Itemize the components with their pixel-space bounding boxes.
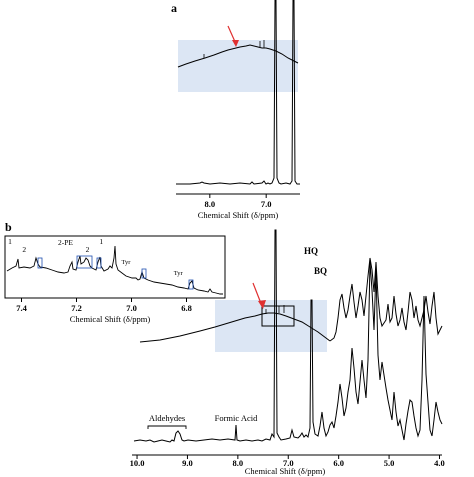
annotation-bq: BQ bbox=[314, 266, 327, 276]
inset-peak-label: 1 bbox=[8, 237, 12, 246]
inset-peak-box bbox=[37, 257, 43, 269]
panel-a-x-tick-label: 8.0 bbox=[205, 199, 216, 209]
annotation-hq: HQ bbox=[304, 246, 318, 256]
aldehydes-bracket bbox=[147, 425, 187, 429]
panel-a-arrow-head bbox=[232, 40, 239, 47]
panel-a-baseline-curve bbox=[177, 44, 299, 68]
inset-peak-markers bbox=[37, 255, 194, 290]
panel-b-x-tick-label: 8.0 bbox=[233, 458, 244, 468]
panel-b-x-tick-label: 5.0 bbox=[384, 458, 395, 468]
panel-a-arrow bbox=[227, 25, 239, 47]
panel-b-arrow bbox=[252, 282, 266, 309]
inset-x-tick-label: 6.8 bbox=[181, 303, 192, 313]
panel-b-x-tick-label: 4.0 bbox=[434, 458, 445, 468]
panel-b-x-axis-label: Chemical Shift (δ/ppm) bbox=[245, 466, 326, 476]
inset-peak-label: 1 bbox=[99, 237, 103, 246]
annotation-aldehydes: Aldehydes bbox=[149, 413, 185, 423]
inset-x-tick-label: 7.4 bbox=[16, 303, 27, 313]
inset-x-tick-label: 7.0 bbox=[126, 303, 137, 313]
inset-peak-label: 2 bbox=[86, 245, 90, 254]
inset-peak-label: 2 bbox=[22, 245, 26, 254]
panel-a-x-axis: 8.0 7.0 Chemical Shift (δ/ppm) bbox=[176, 193, 300, 220]
annotation-formic-acid: Formic Acid bbox=[215, 413, 258, 423]
inset-x-tick-label: 7.2 bbox=[71, 303, 82, 313]
panel-a-x-tick-label: 7.0 bbox=[261, 199, 272, 209]
panel-b-zoom-box bbox=[261, 305, 295, 327]
panel-a-label: a bbox=[171, 1, 177, 15]
panel-a-spectrum bbox=[176, 0, 300, 185]
panel-b-x-tick-label: 7.0 bbox=[283, 458, 294, 468]
panel-a-highlight-band bbox=[178, 40, 298, 92]
inset-x-axis-label: Chemical Shift (δ/ppm) bbox=[70, 314, 151, 324]
inset-peak-box bbox=[141, 268, 147, 279]
panel-b-x-tick-label: 9.0 bbox=[182, 458, 193, 468]
panel-b-annotations: Aldehydes Formic Acid HQ BQ bbox=[147, 246, 327, 429]
panel-b-arrow-head bbox=[258, 300, 266, 309]
panel-b-baseline-curve bbox=[139, 312, 331, 343]
panel-a-spectrum-overview bbox=[177, 40, 299, 68]
inset-peak-box bbox=[96, 257, 102, 269]
panel-a-x-axis-label: Chemical Shift (δ/ppm) bbox=[198, 210, 279, 220]
inset-peak-box bbox=[76, 255, 93, 269]
panel-b-x-axis: 10.0 9.0 8.0 7.0 6.0 5.0 4.0 Chemical Shift (δ… bbox=[130, 454, 445, 476]
inset-spectrum bbox=[6, 245, 223, 295]
panel-b-label: b bbox=[5, 220, 12, 234]
panel-a: a 8.0 7.0 Chemical Shift (δ/ppm) bbox=[171, 0, 300, 220]
inset-peak-label: Tyr bbox=[174, 270, 184, 277]
panel-b-x-tick-label: 6.0 bbox=[333, 458, 344, 468]
inset-peak-label: Tyr bbox=[122, 259, 132, 266]
inset-peak-box bbox=[188, 279, 194, 290]
panel-b-x-tick-label: 10.0 bbox=[130, 458, 145, 468]
panel-b-spectrum bbox=[133, 229, 443, 443]
inset-peak-label: 2-PE bbox=[58, 238, 73, 247]
